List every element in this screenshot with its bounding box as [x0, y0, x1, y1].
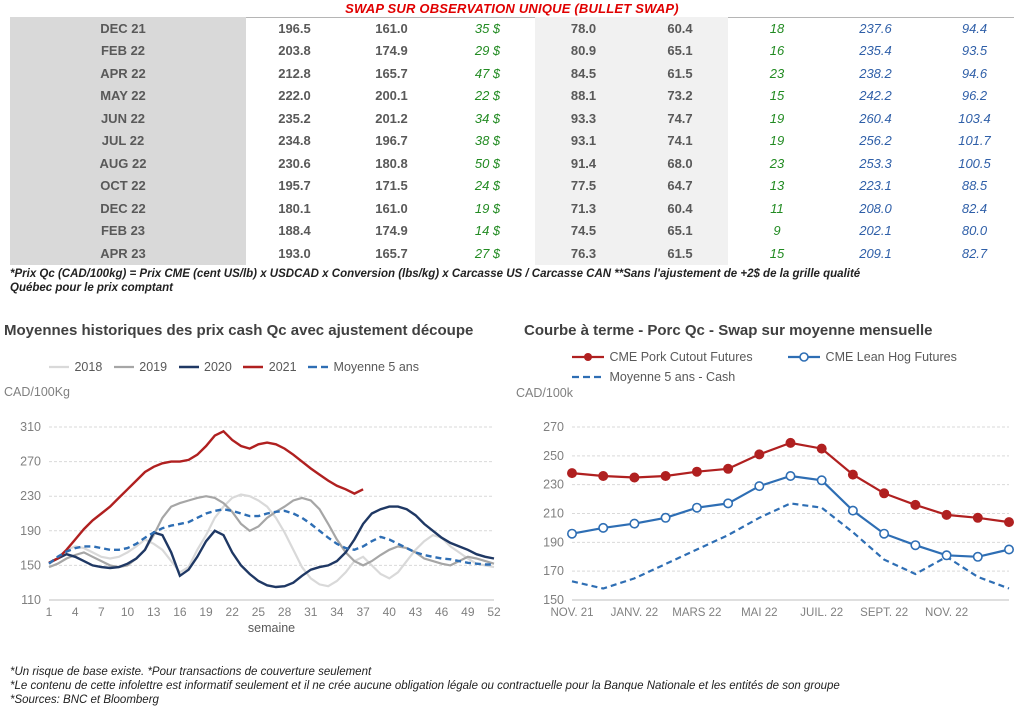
svg-text:10: 10: [121, 605, 135, 619]
svg-text:310: 310: [20, 420, 41, 434]
svg-text:SEPT. 22: SEPT. 22: [860, 607, 908, 619]
svg-text:16: 16: [173, 605, 187, 619]
svg-text:1: 1: [46, 605, 53, 619]
svg-text:7: 7: [98, 605, 105, 619]
svg-text:28: 28: [278, 605, 292, 619]
svg-text:22: 22: [226, 605, 240, 619]
svg-text:43: 43: [409, 605, 423, 619]
svg-text:230: 230: [20, 489, 41, 503]
svg-text:JUIL. 22: JUIL. 22: [800, 607, 843, 619]
svg-text:40: 40: [383, 605, 397, 619]
svg-text:190: 190: [543, 535, 564, 549]
svg-text:NOV. 22: NOV. 22: [925, 607, 968, 619]
svg-text:CAD/100k: CAD/100k: [516, 386, 574, 400]
svg-text:46: 46: [435, 605, 449, 619]
svg-text:210: 210: [543, 507, 564, 521]
svg-text:NOV. 21: NOV. 21: [550, 607, 593, 619]
svg-text:13: 13: [147, 605, 161, 619]
svg-text:49: 49: [461, 605, 475, 619]
svg-text:semaine: semaine: [248, 621, 295, 635]
svg-text:25: 25: [252, 605, 266, 619]
svg-text:31: 31: [304, 605, 318, 619]
svg-text:MARS 22: MARS 22: [672, 607, 721, 619]
svg-text:4: 4: [72, 605, 79, 619]
svg-text:250: 250: [543, 449, 564, 463]
svg-text:170: 170: [543, 564, 564, 578]
svg-text:150: 150: [543, 593, 564, 607]
svg-text:52: 52: [487, 605, 501, 619]
svg-text:270: 270: [543, 420, 564, 434]
svg-text:270: 270: [20, 455, 41, 469]
svg-text:230: 230: [543, 478, 564, 492]
svg-text:150: 150: [20, 558, 41, 572]
svg-text:19: 19: [199, 605, 213, 619]
svg-text:CAD/100Kg: CAD/100Kg: [4, 385, 70, 399]
svg-text:MAI 22: MAI 22: [741, 607, 777, 619]
svg-text:37: 37: [356, 605, 370, 619]
svg-text:110: 110: [21, 593, 41, 607]
svg-text:34: 34: [330, 605, 344, 619]
svg-text:JANV. 22: JANV. 22: [611, 607, 659, 619]
svg-text:190: 190: [20, 524, 41, 538]
